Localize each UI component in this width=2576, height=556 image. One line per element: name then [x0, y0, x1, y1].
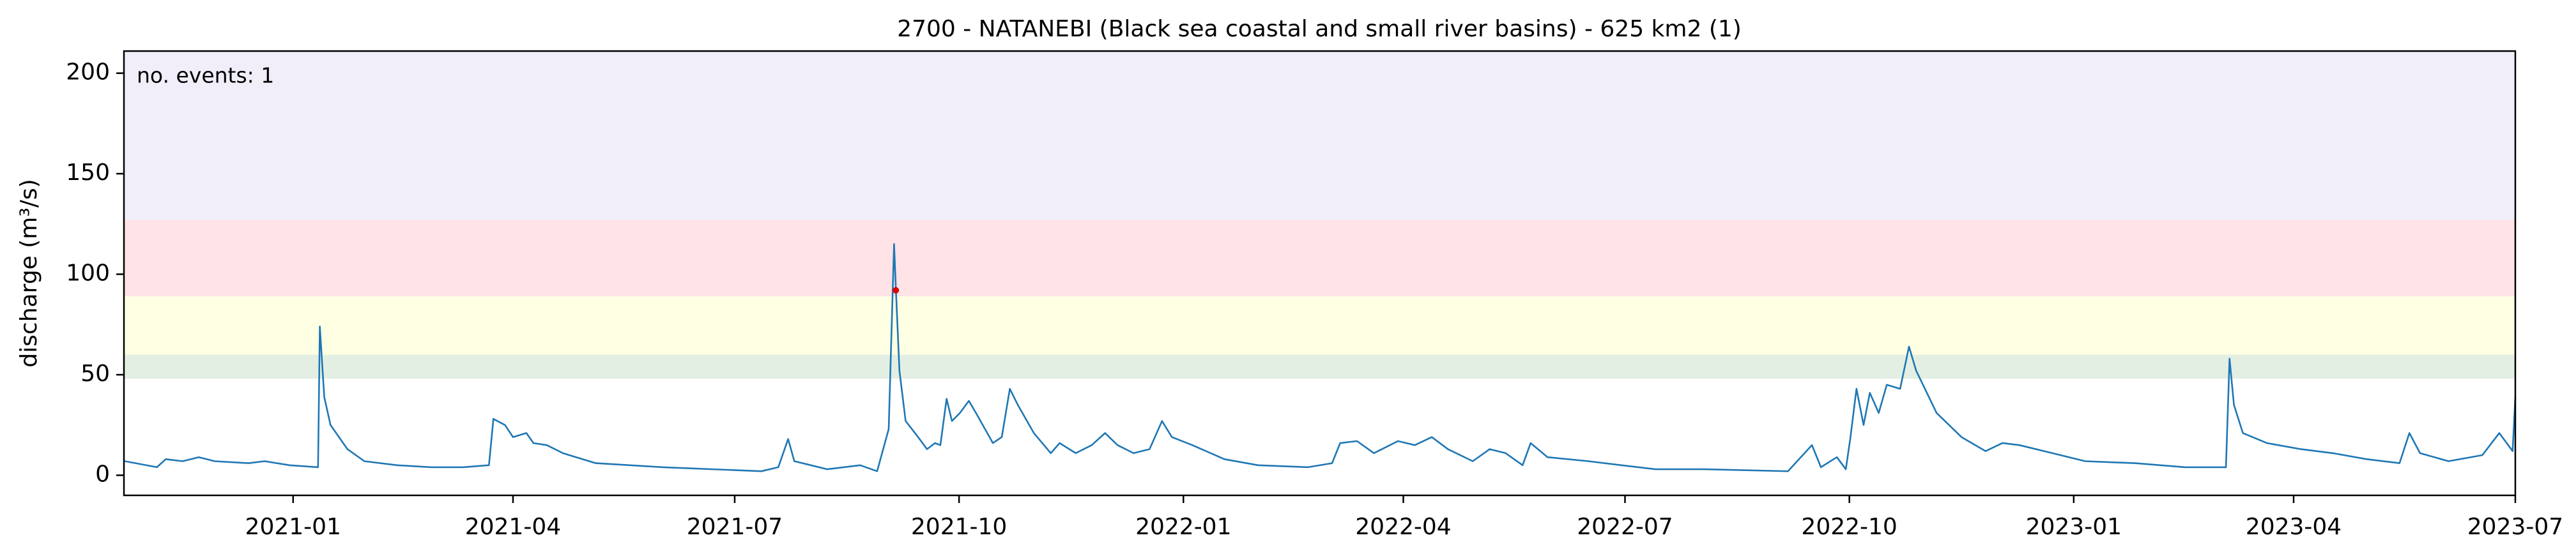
- y-axis-label: discharge (m³/s): [16, 179, 42, 367]
- x-tick-label: 2021-04: [465, 514, 561, 540]
- x-tick-label: 2023-01: [2026, 514, 2122, 540]
- discharge-line: [125, 243, 2517, 472]
- y-tick-label: 0: [95, 462, 110, 488]
- y-tick-label: 200: [66, 59, 110, 86]
- plot-frame: [123, 50, 2517, 497]
- x-tick-label: 2022-04: [1355, 514, 1451, 540]
- x-tick-label: 2022-07: [1577, 514, 1673, 540]
- event-count: no. events: 1: [137, 63, 274, 88]
- y-tick-label: 150: [66, 160, 110, 186]
- y-tick-label: 100: [66, 260, 110, 287]
- x-tick-label: 2022-01: [1135, 514, 1231, 540]
- x-tick-label: 2021-10: [911, 514, 1007, 540]
- x-tick-label: 2023-04: [2246, 514, 2342, 540]
- x-tick-label: 2021-01: [245, 514, 341, 540]
- x-tick-label: 2023-07: [2467, 514, 2563, 540]
- threshold-band: [124, 220, 2515, 297]
- event-point: [893, 287, 900, 294]
- threshold-band: [124, 51, 2515, 220]
- threshold-band: [124, 354, 2515, 379]
- chart-title: 2700 - NATANEBI (Black sea coastal and s…: [897, 16, 1742, 42]
- x-tick-label: 2022-10: [1801, 514, 1897, 540]
- y-tick-label: 50: [80, 361, 110, 387]
- x-tick-label: 2021-07: [687, 514, 783, 540]
- threshold-band: [124, 296, 2515, 355]
